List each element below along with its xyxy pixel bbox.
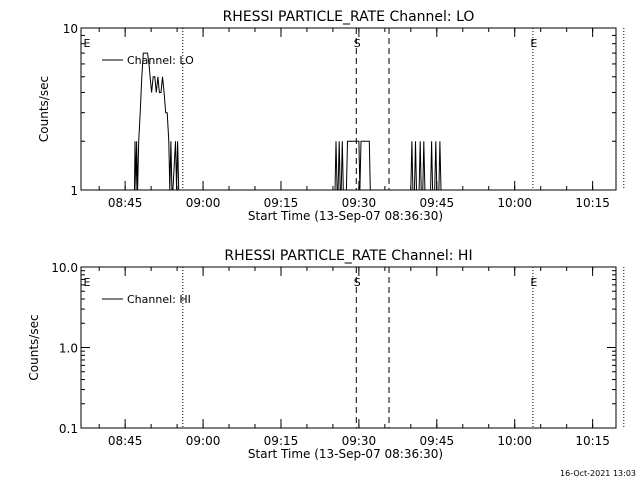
x-tick-label: 10:15 xyxy=(575,434,610,448)
event-marker-label: E xyxy=(530,37,537,50)
legend-label: Channel: LO xyxy=(127,54,194,67)
event-marker-label: E xyxy=(84,37,91,50)
x-tick-label: 10:00 xyxy=(497,196,532,210)
chart-title: RHESSI PARTICLE_RATE Channel: LO xyxy=(223,9,475,25)
x-axis-label: Start Time (13-Sep-07 08:36:30) xyxy=(248,447,443,461)
y-tick-label: 10 xyxy=(63,22,78,36)
legend-label: Channel: HI xyxy=(127,293,191,306)
x-tick-label: 10:15 xyxy=(575,196,610,210)
x-tick-label: 09:45 xyxy=(420,196,455,210)
y-axis-label: Counts/sec xyxy=(37,76,51,142)
event-marker-label: S xyxy=(354,37,361,50)
event-marker-label: E xyxy=(530,276,537,289)
plot-frame xyxy=(80,266,617,429)
x-tick-label: 09:00 xyxy=(186,434,221,448)
y-tick-label: 10.0 xyxy=(51,261,78,275)
x-axis-label: Start Time (13-Sep-07 08:36:30) xyxy=(248,209,443,223)
y-tick-label: 1.0 xyxy=(59,342,78,356)
x-tick-label: 08:45 xyxy=(108,196,143,210)
x-tick-label: 10:00 xyxy=(497,434,532,448)
x-tick-label: 09:15 xyxy=(264,434,299,448)
plot-frame xyxy=(80,27,617,191)
footer-timestamp: 16-Oct-2021 13:03 xyxy=(560,469,636,478)
event-marker-label: E xyxy=(84,276,91,289)
x-tick-label: 09:45 xyxy=(420,434,455,448)
y-tick-label: 0.1 xyxy=(59,422,78,436)
x-tick-label: 09:15 xyxy=(264,196,299,210)
y-axis-label: Counts/sec xyxy=(27,314,41,380)
chart-panel-1: RHESSI PARTICLE_RATE Channel: LO 1 10 08:45… xyxy=(37,9,625,223)
chart-title: RHESSI PARTICLE_RATE Channel: HI xyxy=(224,248,472,264)
x-tick-label: 09:30 xyxy=(342,434,377,448)
chart-panel-2: RHESSI PARTICLE_RATE Channel: HI 0.1 1.0 10… xyxy=(27,248,625,461)
y-tick-label: 1 xyxy=(70,184,78,198)
x-tick-label: 09:30 xyxy=(342,196,377,210)
x-tick-label: 09:00 xyxy=(186,196,221,210)
x-tick-label: 08:45 xyxy=(108,434,143,448)
event-marker-label: S xyxy=(354,276,361,289)
data-series-line xyxy=(134,52,443,191)
